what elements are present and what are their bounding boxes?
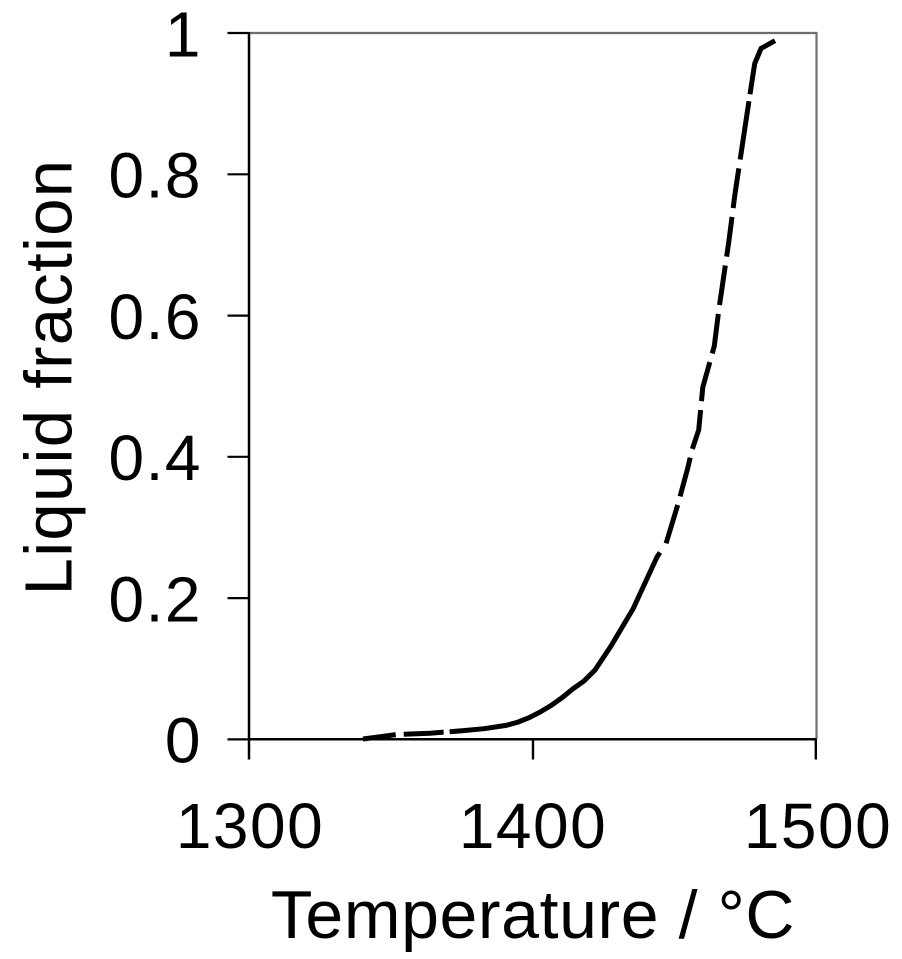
svg-text:0.2: 0.2 bbox=[109, 563, 202, 635]
svg-text:1400: 1400 bbox=[459, 790, 607, 862]
svg-text:1300: 1300 bbox=[176, 790, 324, 862]
svg-text:Temperature / °C: Temperature / °C bbox=[271, 877, 795, 953]
svg-text:0: 0 bbox=[165, 705, 202, 777]
svg-text:0.6: 0.6 bbox=[109, 281, 202, 353]
svg-text:Liquid fraction: Liquid fraction bbox=[12, 159, 87, 596]
svg-text:0.4: 0.4 bbox=[109, 422, 202, 494]
svg-text:1: 1 bbox=[165, 0, 202, 70]
svg-text:1500: 1500 bbox=[744, 790, 892, 862]
svg-text:0.8: 0.8 bbox=[109, 140, 202, 212]
